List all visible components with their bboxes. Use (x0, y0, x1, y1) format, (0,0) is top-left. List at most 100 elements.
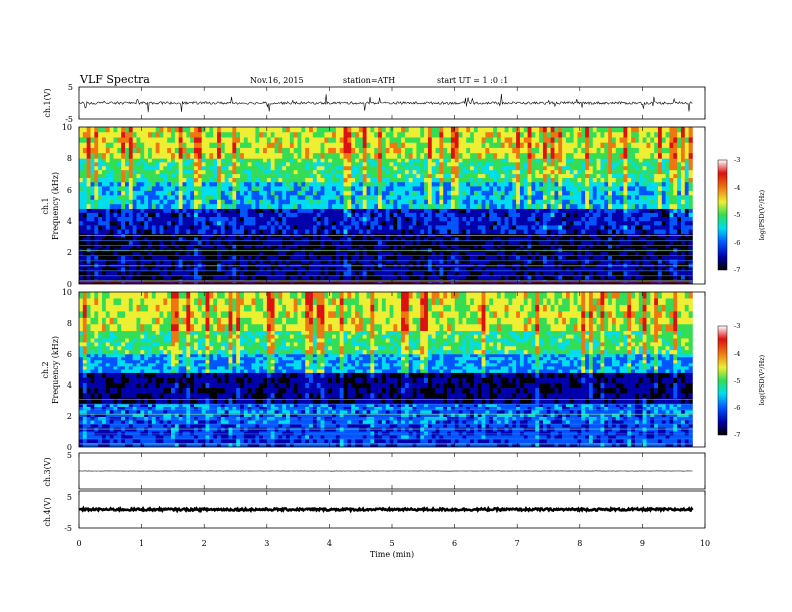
ch1-spectrogram-cell (424, 237, 429, 242)
ch1-spectrogram-cell (412, 244, 417, 249)
ch1-spectrogram-cell (297, 212, 302, 218)
ch1-spectrogram-cell (389, 225, 394, 230)
ch1-spectrogram-cell (431, 229, 436, 235)
ch1-spectrogram-cell (477, 178, 482, 183)
ch1-spectrogram-cell (224, 162, 229, 167)
ch1-spectrogram-cell (251, 229, 256, 235)
ch1-spectrogram-cell (458, 170, 463, 175)
ch1-spectrogram-cell (493, 166, 498, 171)
ch1-spectrogram-cell (496, 212, 502, 218)
ch1-spectrogram-cell (171, 267, 176, 272)
ch1-spectrogram-cell (167, 204, 172, 209)
ch1-spectrogram-cell (228, 241, 233, 246)
ch1-spectrogram-cell (412, 208, 417, 214)
ch1-spectrogram-cell (98, 241, 103, 246)
ch1-spectrogram-cell (316, 147, 321, 154)
ch1-spectrogram-cell (324, 204, 329, 209)
ch1-spectrogram-cell (527, 181, 532, 187)
ch1-spectrogram-cell (171, 208, 176, 214)
ch1-spectrogram-cell (443, 275, 448, 280)
ch1-spectrogram-cell (90, 282, 95, 284)
ch1-spectrogram-cell (416, 255, 421, 260)
ch1-spectrogram-cell (443, 137, 448, 143)
ch1-spectrogram-cell (408, 229, 413, 235)
ch1-spectrogram-cell (316, 181, 321, 187)
ch1-spectrogram-cell (324, 199, 329, 205)
ch1-spectrogram-cell (136, 217, 141, 222)
ch1-spectrogram-cell (381, 174, 387, 179)
ch1-spectrogram-cell (301, 282, 306, 284)
ch1-spectrogram-cell (320, 166, 325, 171)
ch1-spectrogram-cell (136, 142, 141, 149)
ch1-spectrogram-cell (151, 170, 156, 175)
ch1-spectrogram-cell (79, 178, 84, 183)
ch1-spectrogram-cell (531, 282, 536, 284)
ch1-spectrogram-cell (443, 153, 448, 159)
ch1-spectrogram-cell (90, 132, 95, 138)
ch1-spectrogram-cell (458, 147, 463, 154)
ch1-spectrogram-cell (412, 142, 417, 149)
ch1-spectrogram-cell (282, 127, 287, 133)
ch1-spectrogram-cell (412, 199, 417, 205)
ch1-spectrogram-cell (381, 199, 387, 205)
ch1-spectrogram-cell (351, 225, 356, 230)
ch1-spectrogram-cell (293, 132, 298, 138)
ch1-spectrogram-cell (355, 208, 360, 214)
ch1-spectrogram-cell (439, 204, 444, 209)
ch1-spectrogram-cell (393, 271, 398, 276)
ch1-spectrogram-cell (385, 267, 390, 272)
ch1-spectrogram-cell (109, 181, 114, 187)
ch1-spectrogram-cell (370, 195, 375, 201)
ch1-spectrogram-cell (324, 259, 329, 264)
ch1-spectrogram-cell (339, 275, 344, 280)
ch1-spectrogram-cell (332, 225, 337, 230)
ch1-spectrogram-cell (232, 178, 237, 183)
ch1-spectrogram-cell (174, 181, 179, 187)
ch1-spectrogram-cell (266, 186, 272, 192)
ch1-spectrogram-cell (408, 195, 413, 201)
ch1-spectrogram-cell (312, 267, 318, 272)
ch1-spectrogram-cell (358, 267, 364, 272)
ch1-spectrogram-cell (381, 229, 387, 235)
ch1-spectrogram-cell (297, 255, 302, 260)
ch1-spectrogram-cell (243, 199, 248, 205)
ch1-spectrogram-cell (401, 158, 406, 163)
ch1-spectrogram-cell (240, 237, 245, 242)
ch1-spectrogram-cell (477, 271, 482, 276)
ch1-spectrogram-cell (82, 204, 87, 209)
ch1-spectrogram-cell (332, 181, 337, 187)
ch1-spectrogram-cell (504, 204, 509, 209)
ch1-spectrogram-cell (136, 132, 141, 138)
ch1-spectrogram-cell (209, 170, 214, 175)
ch1-spectrogram-cell (466, 127, 471, 133)
ch1-spectrogram-cell (213, 132, 218, 138)
ch1-spectrogram-cell (351, 178, 356, 183)
ch1-spectrogram-cell (332, 237, 337, 242)
ch1-spectrogram-cell (523, 212, 528, 218)
ch1-spectrogram-cell (485, 282, 490, 284)
ch1-spectrogram-cell (462, 186, 467, 192)
ch1-spectrogram-cell (174, 267, 179, 272)
ch1-spectrogram-cell (163, 132, 168, 138)
ch1-spectrogram-cell (201, 225, 206, 230)
ch1-spectrogram-cell (194, 267, 199, 272)
ch1-spectrogram-cell (309, 199, 314, 205)
ch1-spectrogram-cell (144, 199, 149, 205)
ch1-spectrogram-cell (378, 217, 383, 222)
ch1-spectrogram-cell (220, 127, 225, 133)
ch1-spectrogram-cell (439, 147, 444, 154)
ch1-spectrogram-cell (466, 170, 471, 175)
ch1-spectrogram-cell (270, 282, 275, 284)
ch1-spectrogram-cell (316, 195, 321, 201)
ch1-spectrogram-cell (213, 212, 218, 218)
ch1-spectrogram-cell (232, 174, 237, 179)
ch1-spectrogram-cell (516, 142, 521, 149)
ch1-spectrogram-cell (408, 137, 413, 143)
ch1-spectrogram-cell (86, 241, 91, 246)
ch1-spectrogram-cell (286, 208, 291, 214)
ch1-spectrogram-cell (163, 252, 168, 257)
ch1-spectrogram-cell (194, 127, 199, 133)
ch1-spectrogram-cell (496, 158, 502, 163)
ch1-spectrogram-cell (282, 132, 287, 138)
ch1-spectrogram-cell (305, 282, 310, 284)
